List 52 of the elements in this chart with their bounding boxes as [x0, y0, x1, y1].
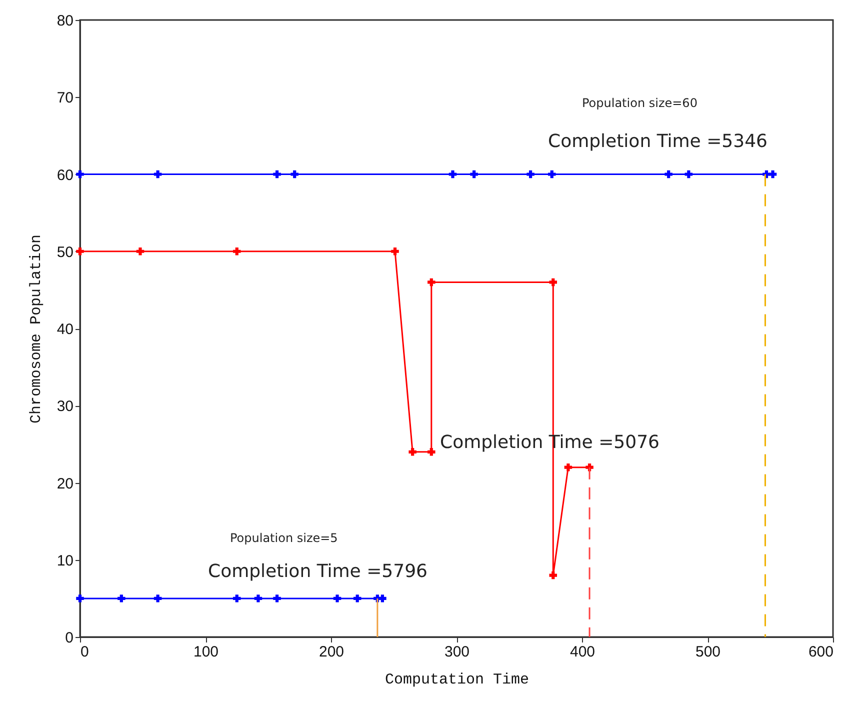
point [273, 594, 281, 602]
point [448, 170, 457, 178]
annotation: Population size=60 [582, 96, 698, 110]
x-tick-label: 100 [193, 644, 219, 660]
annotation: Completion Time =5796 [208, 561, 428, 582]
point [549, 278, 558, 286]
point [353, 594, 362, 602]
y-tick-label: 30 [56, 398, 74, 416]
x-tick-label: 500 [695, 644, 721, 660]
point [136, 248, 144, 256]
x-tick-label: 300 [444, 644, 470, 660]
point [548, 170, 556, 178]
point [76, 594, 84, 602]
point [76, 248, 84, 256]
point [76, 170, 84, 178]
y-tick-label: 50 [56, 244, 74, 261]
point [526, 170, 534, 178]
point [470, 170, 478, 178]
y-tick-label: 70 [56, 90, 74, 107]
point [564, 463, 572, 472]
x-tick-label: 0 [80, 644, 89, 660]
point [333, 594, 342, 602]
annotation: Population size=5 [230, 531, 338, 545]
point [428, 278, 436, 286]
point [154, 594, 162, 602]
y-tick-label: 0 [65, 630, 74, 646]
y-tick-label: 40 [56, 321, 74, 338]
point [664, 170, 672, 178]
point [391, 248, 399, 256]
x-tick-label: 200 [318, 644, 344, 660]
point [428, 448, 436, 456]
point [684, 170, 693, 178]
point [378, 594, 386, 602]
x-tick-label: 600 [808, 644, 834, 660]
point [118, 594, 126, 602]
y-tick-label: 60 [56, 166, 74, 184]
point [273, 170, 281, 178]
point [549, 571, 558, 580]
annotation: Completion Time =5346 [548, 131, 768, 152]
y-tick-label: 10 [56, 552, 74, 570]
point [768, 170, 777, 178]
point [290, 170, 298, 178]
point [408, 448, 416, 456]
y-tick-label: 20 [56, 475, 74, 492]
x-tick-label: 400 [570, 644, 596, 660]
y-axis-title: Chromosome Population [28, 234, 45, 424]
y-tick-label: 80 [56, 12, 74, 30]
point [154, 170, 162, 178]
point [233, 248, 241, 256]
point [233, 594, 241, 602]
x-axis-title: Computation Time [384, 672, 530, 688]
point [254, 594, 262, 602]
